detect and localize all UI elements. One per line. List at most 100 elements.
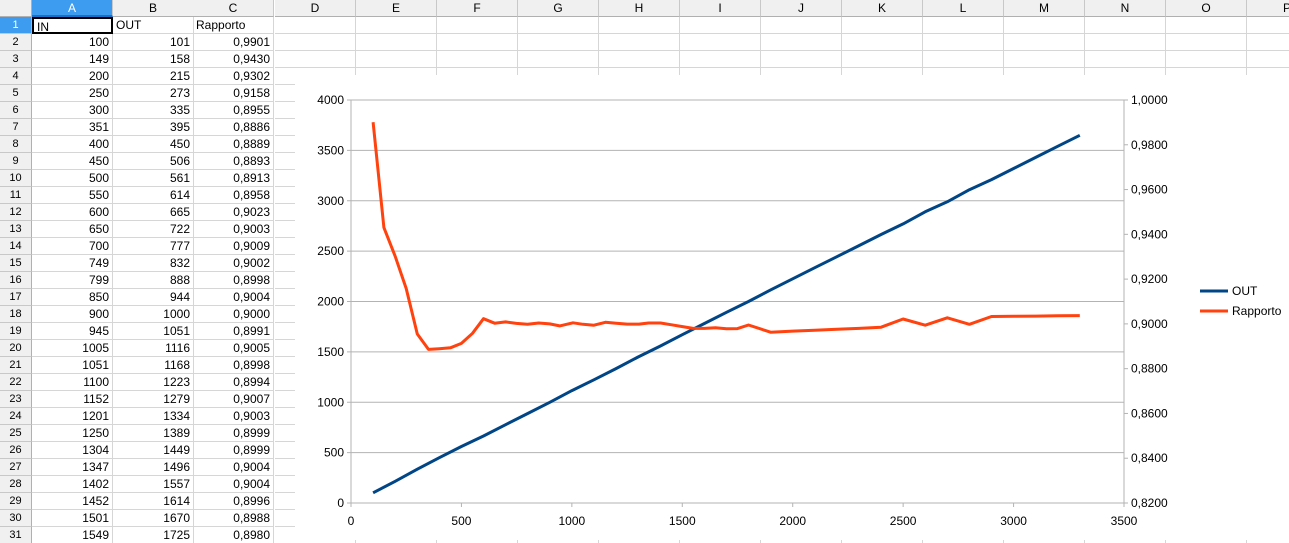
row-header-24[interactable]: 24 — [0, 408, 32, 425]
row-header-22[interactable]: 22 — [0, 374, 32, 391]
cell-b6[interactable]: 335 — [113, 102, 194, 119]
row-header-12[interactable]: 12 — [0, 204, 32, 221]
cell-b8[interactable]: 450 — [113, 136, 194, 153]
cell-b26[interactable]: 1449 — [113, 442, 194, 459]
cell-a18[interactable]: 900 — [32, 306, 113, 323]
cell-a7[interactable]: 351 — [32, 119, 113, 136]
cell-b7[interactable]: 395 — [113, 119, 194, 136]
cell-a25[interactable]: 1250 — [32, 425, 113, 442]
cell-b23[interactable]: 1279 — [113, 391, 194, 408]
series-line-rapporto[interactable] — [371, 122, 1080, 351]
row-header-14[interactable]: 14 — [0, 238, 32, 255]
column-header-i[interactable]: I — [680, 0, 761, 17]
cell-b22[interactable]: 1223 — [113, 374, 194, 391]
cell-empty[interactable] — [1166, 51, 1247, 68]
column-header-h[interactable]: H — [599, 0, 680, 17]
cell-c24[interactable]: 0,9003 — [193, 408, 274, 425]
cell-empty[interactable] — [761, 51, 842, 68]
cell-a4[interactable]: 200 — [32, 68, 113, 85]
cell-b1[interactable]: OUT — [113, 17, 194, 34]
cell-b30[interactable]: 1670 — [113, 510, 194, 527]
cell-b28[interactable]: 1557 — [113, 476, 194, 493]
cell-c9[interactable]: 0,8893 — [193, 153, 274, 170]
column-header-f[interactable]: F — [437, 0, 518, 17]
cell-c2[interactable]: 0,9901 — [193, 34, 274, 51]
cell-c4[interactable]: 0,9302 — [193, 68, 274, 85]
cell-b10[interactable]: 561 — [113, 170, 194, 187]
cell-c23[interactable]: 0,9007 — [193, 391, 274, 408]
column-header-l[interactable]: L — [923, 0, 1004, 17]
cell-c15[interactable]: 0,9002 — [193, 255, 274, 272]
row-header-1[interactable]: 1 — [0, 17, 32, 34]
row-header-13[interactable]: 13 — [0, 221, 32, 238]
cell-b29[interactable]: 1614 — [113, 493, 194, 510]
cell-a17[interactable]: 850 — [32, 289, 113, 306]
cell-c14[interactable]: 0,9009 — [193, 238, 274, 255]
cell-empty[interactable] — [923, 51, 1004, 68]
row-header-16[interactable]: 16 — [0, 272, 32, 289]
column-header-m[interactable]: M — [1004, 0, 1085, 17]
cell-empty[interactable] — [1247, 51, 1289, 68]
cell-a19[interactable]: 945 — [32, 323, 113, 340]
cell-empty[interactable] — [356, 51, 437, 68]
cell-a9[interactable]: 450 — [32, 153, 113, 170]
cell-c22[interactable]: 0,8994 — [193, 374, 274, 391]
cell-empty[interactable] — [1085, 51, 1166, 68]
cell-c7[interactable]: 0,8886 — [193, 119, 274, 136]
row-header-10[interactable]: 10 — [0, 170, 32, 187]
cell-b25[interactable]: 1389 — [113, 425, 194, 442]
select-all-corner[interactable] — [0, 0, 32, 17]
cell-a22[interactable]: 1100 — [32, 374, 113, 391]
cell-a20[interactable]: 1005 — [32, 340, 113, 357]
cell-a5[interactable]: 250 — [32, 85, 113, 102]
cell-empty[interactable] — [1004, 51, 1085, 68]
cell-empty[interactable] — [356, 17, 437, 34]
cell-c30[interactable]: 0,8988 — [193, 510, 274, 527]
cell-empty[interactable] — [356, 34, 437, 51]
cell-b3[interactable]: 158 — [113, 51, 194, 68]
cell-a21[interactable]: 1051 — [32, 357, 113, 374]
cell-c27[interactable]: 0,9004 — [193, 459, 274, 476]
cell-c3[interactable]: 0,9430 — [193, 51, 274, 68]
column-header-c[interactable]: C — [193, 0, 274, 17]
cell-empty[interactable] — [761, 17, 842, 34]
cell-empty[interactable] — [761, 34, 842, 51]
row-header-9[interactable]: 9 — [0, 153, 32, 170]
row-header-19[interactable]: 19 — [0, 323, 32, 340]
cell-c29[interactable]: 0,8996 — [193, 493, 274, 510]
cell-c20[interactable]: 0,9005 — [193, 340, 274, 357]
column-header-d[interactable]: D — [275, 0, 356, 17]
cell-a1[interactable]: IN — [32, 17, 113, 34]
cell-c18[interactable]: 0,9000 — [193, 306, 274, 323]
cell-a11[interactable]: 550 — [32, 187, 113, 204]
cell-b17[interactable]: 944 — [113, 289, 194, 306]
cell-empty[interactable] — [1004, 17, 1085, 34]
cell-b21[interactable]: 1168 — [113, 357, 194, 374]
cell-c19[interactable]: 0,8991 — [193, 323, 274, 340]
cell-c16[interactable]: 0,8998 — [193, 272, 274, 289]
row-header-27[interactable]: 27 — [0, 459, 32, 476]
cell-a2[interactable]: 100 — [32, 34, 113, 51]
cell-empty[interactable] — [1004, 34, 1085, 51]
column-header-p[interactable]: P — [1247, 0, 1289, 17]
row-header-15[interactable]: 15 — [0, 255, 32, 272]
cell-a10[interactable]: 500 — [32, 170, 113, 187]
cell-empty[interactable] — [1247, 17, 1289, 34]
cell-a27[interactable]: 1347 — [32, 459, 113, 476]
column-header-a[interactable]: A — [32, 0, 113, 17]
row-header-6[interactable]: 6 — [0, 102, 32, 119]
cell-empty[interactable] — [437, 51, 518, 68]
cell-b19[interactable]: 1051 — [113, 323, 194, 340]
cell-empty[interactable] — [680, 51, 761, 68]
cell-b13[interactable]: 722 — [113, 221, 194, 238]
cell-empty[interactable] — [437, 34, 518, 51]
cell-b24[interactable]: 1334 — [113, 408, 194, 425]
cell-a30[interactable]: 1501 — [32, 510, 113, 527]
cell-empty[interactable] — [275, 34, 356, 51]
row-header-23[interactable]: 23 — [0, 391, 32, 408]
cell-a15[interactable]: 749 — [32, 255, 113, 272]
cell-empty[interactable] — [599, 51, 680, 68]
cell-empty[interactable] — [518, 51, 599, 68]
cell-b9[interactable]: 506 — [113, 153, 194, 170]
cell-c10[interactable]: 0,8913 — [193, 170, 274, 187]
